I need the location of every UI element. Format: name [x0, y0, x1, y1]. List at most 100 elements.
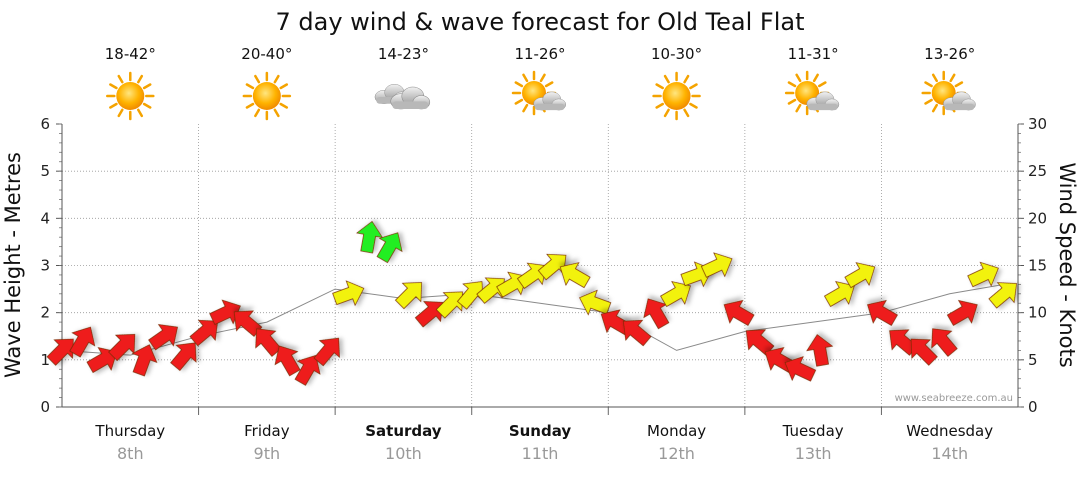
x-day-name-label: Monday: [647, 422, 706, 440]
sun-ray: [683, 108, 690, 118]
x-day-name-label: Friday: [244, 422, 290, 440]
x-day-date-label: 8th: [117, 444, 144, 463]
weather-day: 13-26°: [921, 45, 976, 116]
sun-ray: [795, 103, 802, 113]
y-axis-right-label: Wind Speed - Knots: [1055, 162, 1079, 367]
cloud-base: [535, 103, 565, 111]
wind-arrow: [148, 324, 178, 351]
wind-arrow: [643, 298, 670, 330]
sun-disc: [662, 82, 691, 110]
x-day-date-label: 11th: [522, 444, 559, 463]
sunny-icon: [106, 71, 155, 121]
cloud-base: [808, 103, 838, 111]
sun-ray: [683, 74, 690, 84]
sun-ray: [544, 81, 554, 88]
wind-arrow: [622, 319, 652, 347]
wind-arrow: [69, 326, 96, 358]
sunny-icon: [652, 71, 701, 121]
chart-title: 7 day wind & wave forecast for Old Teal …: [276, 8, 805, 36]
wind-arrow: [376, 232, 403, 264]
wind-arrow: [931, 328, 958, 357]
sun-ray: [514, 98, 524, 105]
sun-ray: [949, 73, 956, 83]
temperature-range-label: 18-42°: [105, 45, 156, 63]
cloud-shape: [806, 91, 840, 111]
y-left-tick-label: 1: [40, 351, 50, 369]
wind-arrow: [660, 281, 691, 307]
wind-arrows: [46, 220, 1017, 386]
wind-arrow: [700, 252, 733, 278]
temperature-range-label: 11-31°: [788, 45, 839, 63]
temperature-range-label: 14-23°: [378, 45, 429, 63]
sun-ray: [522, 73, 529, 83]
temperature-range-label: 11-26°: [514, 45, 565, 63]
sun-ray: [663, 108, 670, 118]
x-day-date-label: 9th: [254, 444, 281, 463]
sun-ray: [142, 83, 152, 90]
weather-day: 20-40°: [241, 45, 292, 121]
partly-cloudy-icon: [511, 70, 567, 116]
x-day-date-label: 13th: [795, 444, 832, 463]
sun-ray: [954, 81, 964, 88]
temperature-range-label: 13-26°: [924, 45, 975, 63]
sun-ray: [655, 102, 664, 109]
temperature-range-label: 10-30°: [651, 45, 702, 63]
wind-arrow: [723, 299, 755, 326]
sun-ray: [655, 83, 664, 90]
weather-day: 18-42°: [105, 45, 156, 121]
y-right-tick-label: 5: [1028, 351, 1038, 369]
y-right-tick-label: 0: [1028, 398, 1038, 416]
sun-ray: [109, 102, 118, 109]
cloud-shape: [390, 86, 431, 110]
wind-arrow: [806, 334, 834, 367]
y-right-tick-label: 30: [1028, 115, 1047, 133]
x-day-date-label: 10th: [385, 444, 422, 463]
sun-ray: [689, 102, 698, 109]
sun-ray: [931, 103, 938, 113]
weather-day: 10-30°: [651, 45, 702, 121]
sun-ray: [539, 73, 546, 83]
cloud-base: [944, 103, 975, 111]
y-left-tick-label: 2: [40, 304, 50, 322]
sun-ray: [689, 83, 698, 90]
wind-arrow: [988, 282, 1017, 309]
sun-ray: [812, 73, 819, 83]
x-day-name-label: Wednesday: [906, 422, 993, 440]
cloudy-icon: [374, 84, 431, 110]
wind-arrow: [86, 347, 118, 373]
cloud-shape: [533, 91, 567, 111]
wind-arrow: [170, 342, 197, 371]
temperature-range-label: 20-40°: [241, 45, 292, 63]
sun-ray: [818, 81, 827, 88]
wind-arrow: [910, 338, 938, 366]
sun-ray: [117, 108, 124, 118]
wind-arrow: [559, 262, 591, 289]
sun-ray: [522, 103, 529, 113]
wind-arrow: [394, 282, 422, 310]
wind-arrow: [355, 220, 384, 254]
sun-ray: [245, 83, 255, 90]
wind-arrow: [233, 310, 263, 337]
wind-arrow: [967, 261, 999, 288]
sun-ray: [245, 102, 255, 109]
wind-arrow: [189, 319, 219, 347]
x-day-name-label: Saturday: [365, 422, 442, 440]
y-left-tick-label: 6: [40, 115, 50, 133]
sun-ray: [273, 74, 280, 84]
sun-ray: [254, 74, 261, 84]
y-right-tick-label: 20: [1028, 209, 1047, 227]
wind-arrow: [745, 329, 775, 356]
weather-day: 11-31°: [784, 45, 840, 116]
sun-disc: [116, 82, 145, 110]
x-day-name-label: Tuesday: [782, 422, 844, 440]
sun-ray: [279, 102, 289, 109]
sun-ray: [273, 108, 280, 118]
wind-arrow: [579, 289, 612, 316]
y-right-tick-label: 10: [1028, 304, 1047, 322]
sun-ray: [117, 74, 124, 84]
wind-arrow: [332, 280, 365, 307]
weather-day: 14-23°: [374, 45, 431, 110]
x-day-date-label: 12th: [658, 444, 695, 463]
